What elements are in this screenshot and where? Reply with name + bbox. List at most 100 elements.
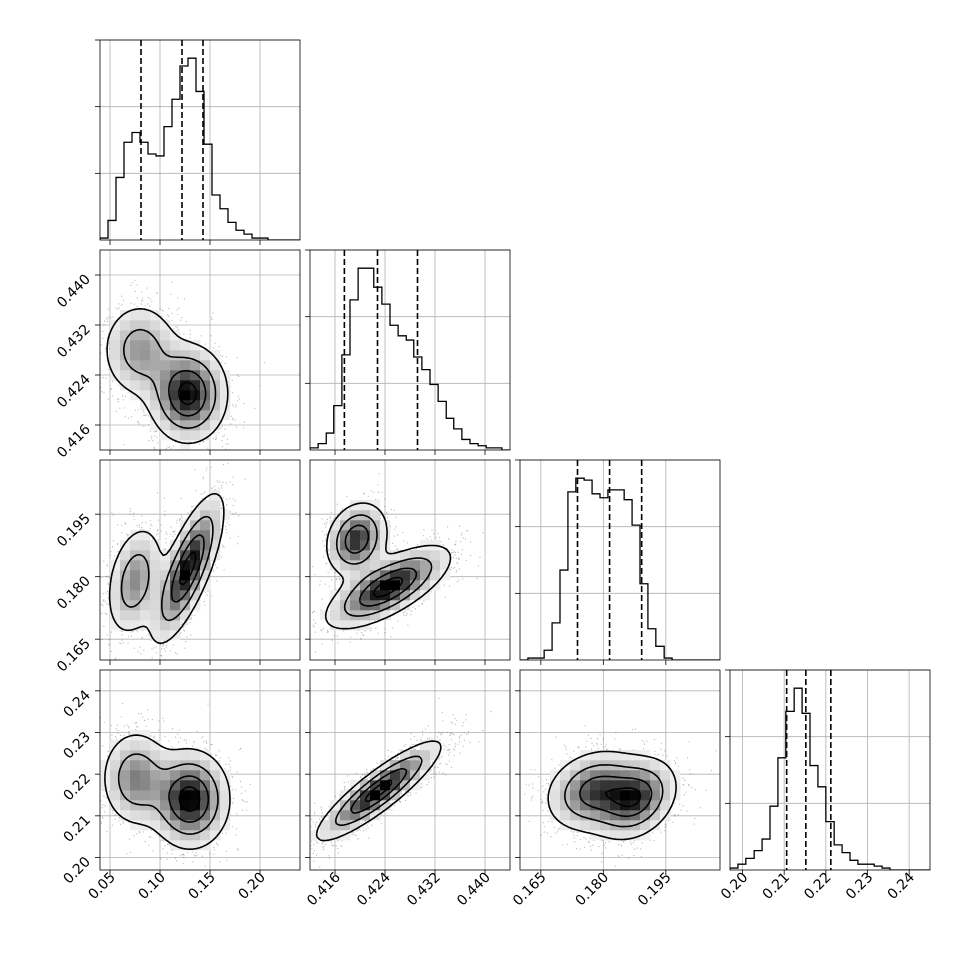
density-cell <box>340 620 351 631</box>
density-cell <box>130 530 141 541</box>
density-cell <box>650 820 661 831</box>
density-cell <box>570 760 581 771</box>
density-cell <box>650 790 661 801</box>
density-cell <box>200 380 211 391</box>
density-cell <box>110 320 121 331</box>
contour-level-2 <box>579 775 653 818</box>
x-tick-label: 0.432 <box>404 870 444 910</box>
density-cell <box>350 520 361 531</box>
density-cell <box>180 390 191 401</box>
y-tick-label: 0.195 <box>54 511 94 551</box>
density-cell <box>410 760 421 771</box>
density-cell <box>170 770 181 781</box>
density-cell <box>210 370 221 381</box>
density-cell <box>190 590 201 601</box>
contour-level-0 <box>104 734 231 850</box>
density-cell <box>130 310 141 321</box>
density-cell <box>170 820 181 831</box>
density-cell <box>610 780 621 791</box>
density-cell <box>360 560 371 571</box>
density-cell <box>640 790 651 801</box>
density-cell <box>330 560 341 571</box>
marginal-panel-1 <box>305 249 511 455</box>
density-cell <box>340 510 351 521</box>
density-cell <box>140 330 151 341</box>
density-cell <box>190 530 201 541</box>
density-cell <box>390 580 401 591</box>
contour-level-0 <box>108 493 225 645</box>
density-cell <box>420 560 431 571</box>
density-cell <box>200 750 211 761</box>
density-cell <box>130 380 141 391</box>
density-cell <box>590 780 601 791</box>
density-cell <box>430 750 441 761</box>
density-cell <box>350 620 361 631</box>
density-cell <box>170 800 181 811</box>
density-cell <box>350 590 361 601</box>
density-cell <box>130 780 141 791</box>
y-tick-label: 0.440 <box>54 272 94 312</box>
density-cell <box>140 530 151 541</box>
density-cell <box>140 580 151 591</box>
joint-panel-3-2: 0.165 0.180 0.195 <box>510 669 721 909</box>
density-cell <box>420 570 431 581</box>
density-cell <box>380 600 391 611</box>
x-tick-label: 0.15 <box>185 870 218 903</box>
density-cell <box>170 620 181 631</box>
density-cell <box>110 350 121 361</box>
density-cell <box>640 820 651 831</box>
density-cell <box>370 530 381 541</box>
density-cell <box>170 550 181 561</box>
density-cell <box>390 570 401 581</box>
density-cell <box>160 630 171 641</box>
density-cell <box>210 830 221 841</box>
x-tick-label: 0.24 <box>885 869 918 902</box>
density-cell <box>150 350 161 361</box>
density-cell <box>420 750 431 761</box>
density-cell <box>200 800 211 811</box>
density-cell <box>170 590 181 601</box>
density-cell <box>160 390 171 401</box>
density-cell <box>180 810 191 821</box>
x-tick-label: 0.416 <box>304 869 344 909</box>
density-cell <box>370 800 381 811</box>
density-cell <box>190 580 201 591</box>
joint-panel-2-0: 0.165 0.180 0.195 <box>54 459 301 675</box>
density-cell <box>140 380 151 391</box>
density-cell <box>360 540 371 551</box>
density-cell <box>210 400 221 411</box>
density-cell <box>210 760 221 771</box>
density-cell <box>170 390 181 401</box>
density-cell <box>190 350 201 361</box>
contour-level-3 <box>178 786 201 813</box>
density-cell <box>200 760 211 771</box>
marginal-panel-2 <box>515 459 721 665</box>
density-cell <box>390 770 401 781</box>
density-cell <box>340 550 351 561</box>
density-cell <box>580 810 591 821</box>
density-cell <box>150 750 161 761</box>
contour-level-3 <box>364 779 393 803</box>
density-cell <box>220 400 231 411</box>
density-cell <box>110 570 121 581</box>
y-tick-label: 0.22 <box>60 771 93 804</box>
density-cell <box>120 310 131 321</box>
density-cell <box>430 740 441 751</box>
density-cell <box>120 600 131 611</box>
density-cell <box>110 340 121 351</box>
density-cell <box>120 620 131 631</box>
density-cell <box>130 760 141 771</box>
density-cell <box>200 810 211 821</box>
density-cell <box>150 550 161 561</box>
density-cell <box>160 620 171 631</box>
density-cell <box>620 820 631 831</box>
density-cell <box>110 370 121 381</box>
density-cell <box>180 830 191 841</box>
histogram-step-line <box>520 477 720 660</box>
density-cell <box>380 540 391 551</box>
density-cell <box>610 790 621 801</box>
density-cell <box>200 360 211 371</box>
density-cell <box>160 370 171 381</box>
density-cell <box>160 400 171 411</box>
density-cell <box>190 400 201 411</box>
